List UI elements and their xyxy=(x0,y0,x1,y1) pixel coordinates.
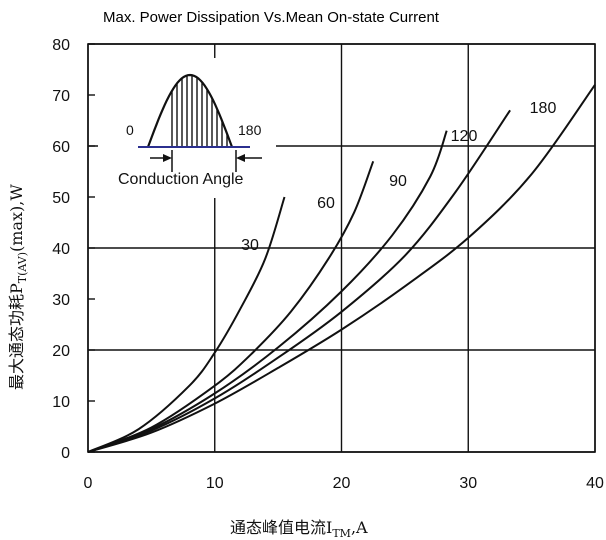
x-axis-label: 通态峰值电流ITM,A xyxy=(230,518,368,540)
plot-frame xyxy=(87,43,596,453)
inset-label-end: 180 xyxy=(238,122,262,138)
y-tick-label: 40 xyxy=(52,241,70,258)
series-labels: 30 60 90 120 180 xyxy=(241,100,556,254)
series-label-30: 30 xyxy=(241,237,259,254)
inset-label-start: 0 xyxy=(126,122,134,138)
x-tick-label: 30 xyxy=(459,475,477,492)
y-tick-label: 80 xyxy=(52,37,70,54)
series-line-90 xyxy=(87,130,448,453)
x-axis-label-sub: TM xyxy=(332,527,351,540)
inset-caption: Conduction Angle xyxy=(118,171,244,188)
y-tick-label: 60 xyxy=(52,139,70,156)
inset-arrow-right-head xyxy=(236,154,245,162)
series-label-120: 120 xyxy=(451,128,478,145)
inset-arrow-left-head xyxy=(163,154,172,162)
y-axis-label-unit: (max),W xyxy=(7,184,26,252)
series-line-60 xyxy=(87,160,375,453)
inset-hatch xyxy=(171,75,228,147)
inset-waveform xyxy=(146,73,234,148)
series-label-60: 60 xyxy=(317,195,335,212)
y-tick-label: 30 xyxy=(52,292,70,309)
series-line-180 xyxy=(87,84,596,453)
y-axis-label-main: 最大通态功耗P xyxy=(7,283,26,390)
chart-title: Max. Power Dissipation Vs.Mean On-state … xyxy=(103,9,440,26)
series-line-120 xyxy=(87,109,511,453)
grid xyxy=(87,43,596,453)
series-lines xyxy=(87,84,596,453)
y-tick-label: 50 xyxy=(52,190,70,207)
x-tick-label: 0 xyxy=(84,475,93,492)
y-tick-label: 0 xyxy=(61,445,70,462)
x-tick-label: 20 xyxy=(333,475,351,492)
y-tick-label: 20 xyxy=(52,343,70,360)
tick-labels: 0 10 20 30 40 0 10 20 30 40 50 60 70 80 xyxy=(52,37,604,492)
y-axis-label: 最大通态功耗PT(AV)(max),W xyxy=(7,184,29,390)
y-tick-label: 70 xyxy=(52,88,70,105)
x-axis-label-main: 通态峰值电流I xyxy=(230,518,332,537)
y-tick-label: 10 xyxy=(52,394,70,411)
series-label-90: 90 xyxy=(389,173,407,190)
x-tick-label: 40 xyxy=(586,475,604,492)
y-axis-label-sub: T(AV) xyxy=(16,252,29,283)
x-tick-label: 10 xyxy=(206,475,224,492)
series-line-30 xyxy=(87,196,286,453)
conduction-angle-inset: 0 180 Conduction Angle xyxy=(98,58,276,198)
x-axis-label-unit: ,A xyxy=(351,518,368,537)
series-label-180: 180 xyxy=(530,100,557,117)
